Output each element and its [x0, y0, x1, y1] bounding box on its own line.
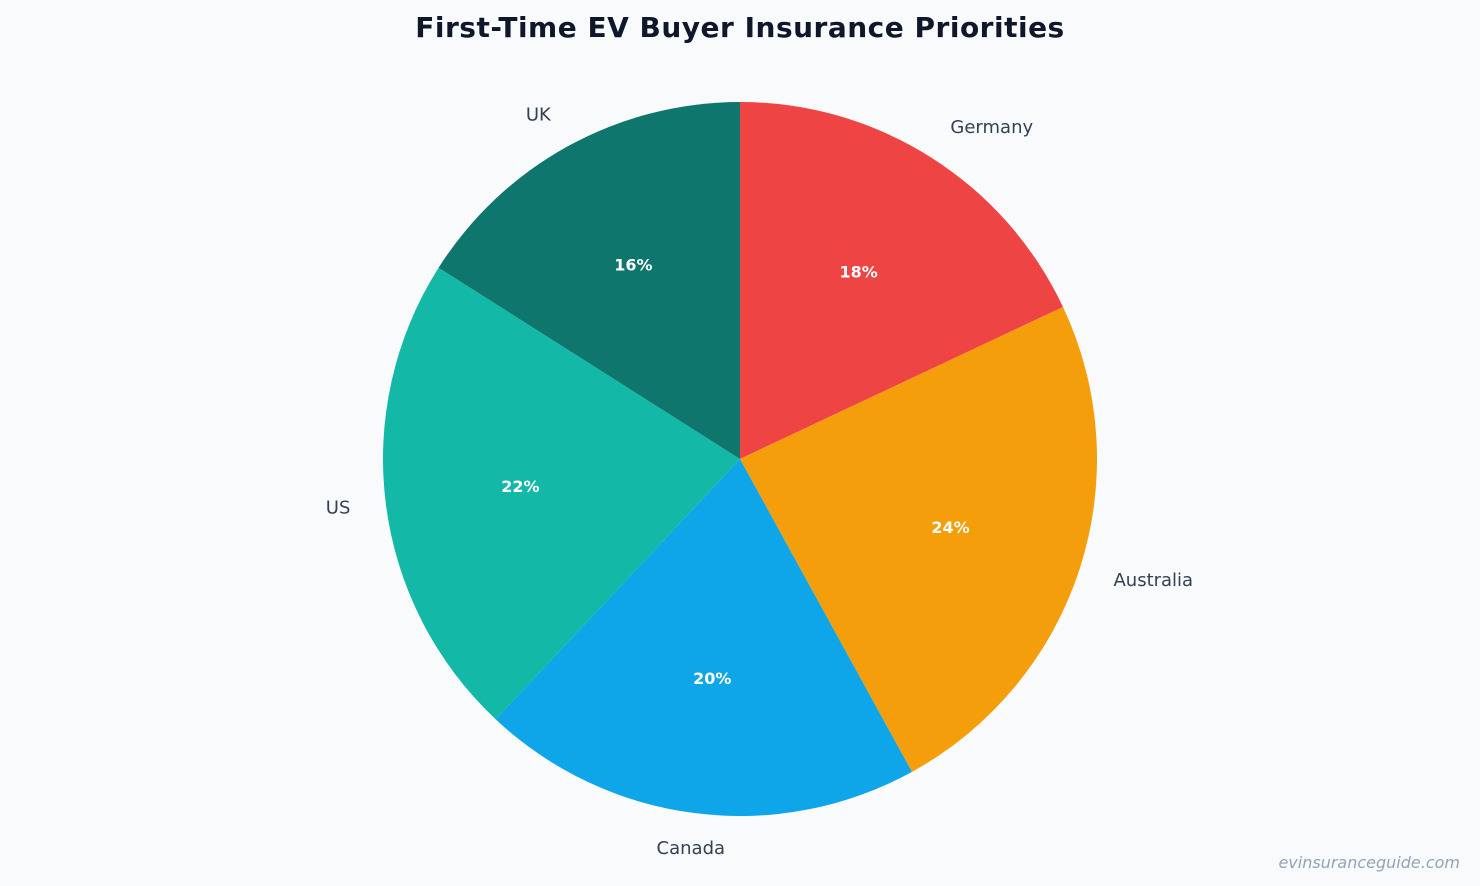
slice-australia: [740, 306, 1097, 772]
category-label-australia: Australia: [1113, 570, 1193, 591]
category-label-germany: Germany: [950, 117, 1033, 138]
percent-label-germany: 18%: [839, 263, 877, 282]
percent-label-us: 22%: [501, 477, 539, 496]
category-labels: Germany Australia Canada US UK: [326, 104, 1193, 859]
slice-germany: [740, 102, 1064, 459]
slice-canada: [495, 459, 912, 816]
category-label-us: US: [326, 498, 351, 519]
slice-uk: [438, 102, 740, 459]
category-label-uk: UK: [526, 104, 552, 125]
category-label-canada: Canada: [657, 838, 726, 859]
percent-labels: 18% 24% 20% 22% 16%: [501, 256, 969, 689]
slice-us: [382, 267, 740, 720]
percent-label-canada: 20%: [693, 669, 731, 688]
percent-label-uk: 16%: [614, 256, 652, 275]
watermark: evinsuranceguide.com: [1278, 853, 1460, 872]
chart-title: First-Time EV Buyer Insurance Priorities: [415, 11, 1064, 44]
percent-label-australia: 24%: [931, 518, 969, 537]
pie-slices: [382, 102, 1097, 816]
